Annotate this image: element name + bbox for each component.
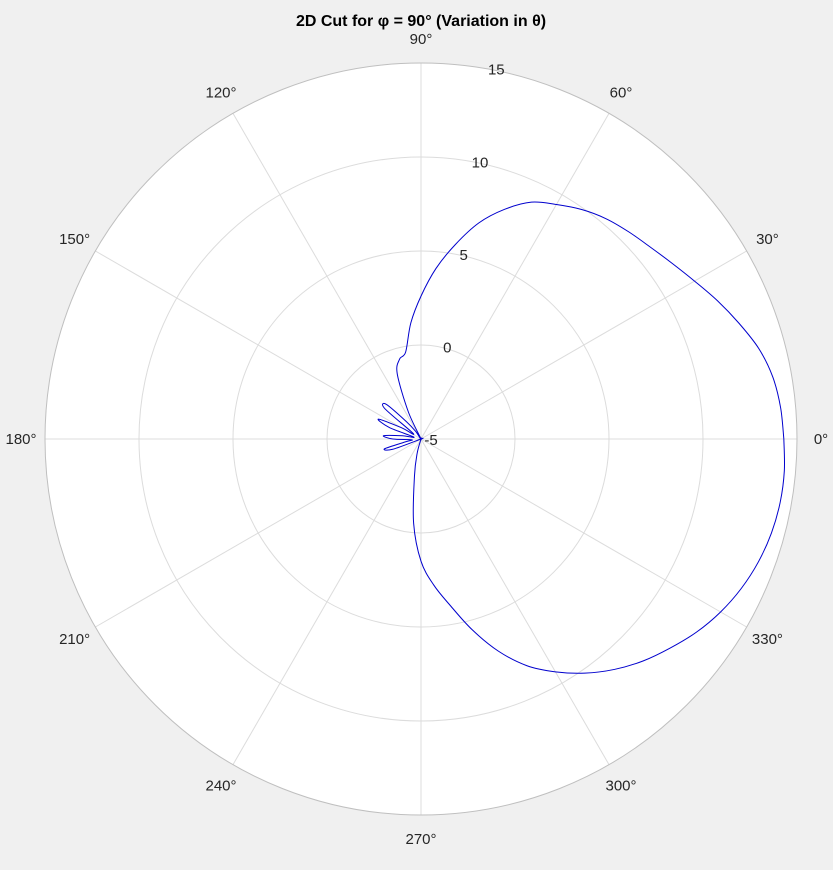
polar-axes: -5 0 5 10 15 0° 30° 60° 90° 120° 150° 180° 210° 240°…: [5, 31, 828, 848]
radial-tick-label: 15: [488, 62, 505, 79]
axis-outline: [44, 62, 798, 816]
series-layer: [377, 201, 786, 674]
radial-tick-label: 0: [443, 339, 451, 356]
chart-title: 2D Cut for φ = 90° (Variation in θ): [296, 13, 546, 30]
angular-grid: [45, 63, 797, 815]
angular-gridline: [420, 438, 747, 628]
angular-tick-label: 210°: [59, 631, 90, 648]
radial-tick-label: 5: [459, 247, 467, 264]
angular-gridline: [95, 438, 422, 628]
angular-tick-label: 240°: [205, 777, 236, 794]
angular-gridline: [420, 113, 610, 440]
angular-tick-label: 330°: [752, 631, 783, 648]
radial-tick-label: -5: [424, 432, 437, 449]
angular-tick-label: 180°: [5, 431, 36, 448]
angular-gridline: [232, 438, 422, 765]
angular-gridline: [232, 113, 422, 440]
angular-tick-label: 120°: [205, 85, 236, 102]
angular-tick-label: 0°: [814, 431, 828, 448]
angular-gridline: [95, 250, 422, 440]
angular-tick-label: 270°: [405, 831, 436, 848]
angular-gridline: [420, 250, 747, 440]
series-line: [377, 201, 786, 674]
radial-tick-labels: -5 0 5 10 15: [424, 62, 504, 449]
angular-gridline: [420, 438, 610, 765]
angular-tick-label: 300°: [605, 777, 636, 794]
angular-tick-label: 150°: [59, 231, 90, 248]
angular-tick-label: 60°: [610, 85, 633, 102]
radial-tick-label: 10: [472, 154, 489, 171]
angular-tick-label: 90°: [410, 31, 433, 48]
angular-tick-labels: 0° 30° 60° 90° 120° 150° 180° 210° 240° 270° 300° 3…: [5, 31, 828, 848]
angular-tick-label: 30°: [756, 231, 779, 248]
